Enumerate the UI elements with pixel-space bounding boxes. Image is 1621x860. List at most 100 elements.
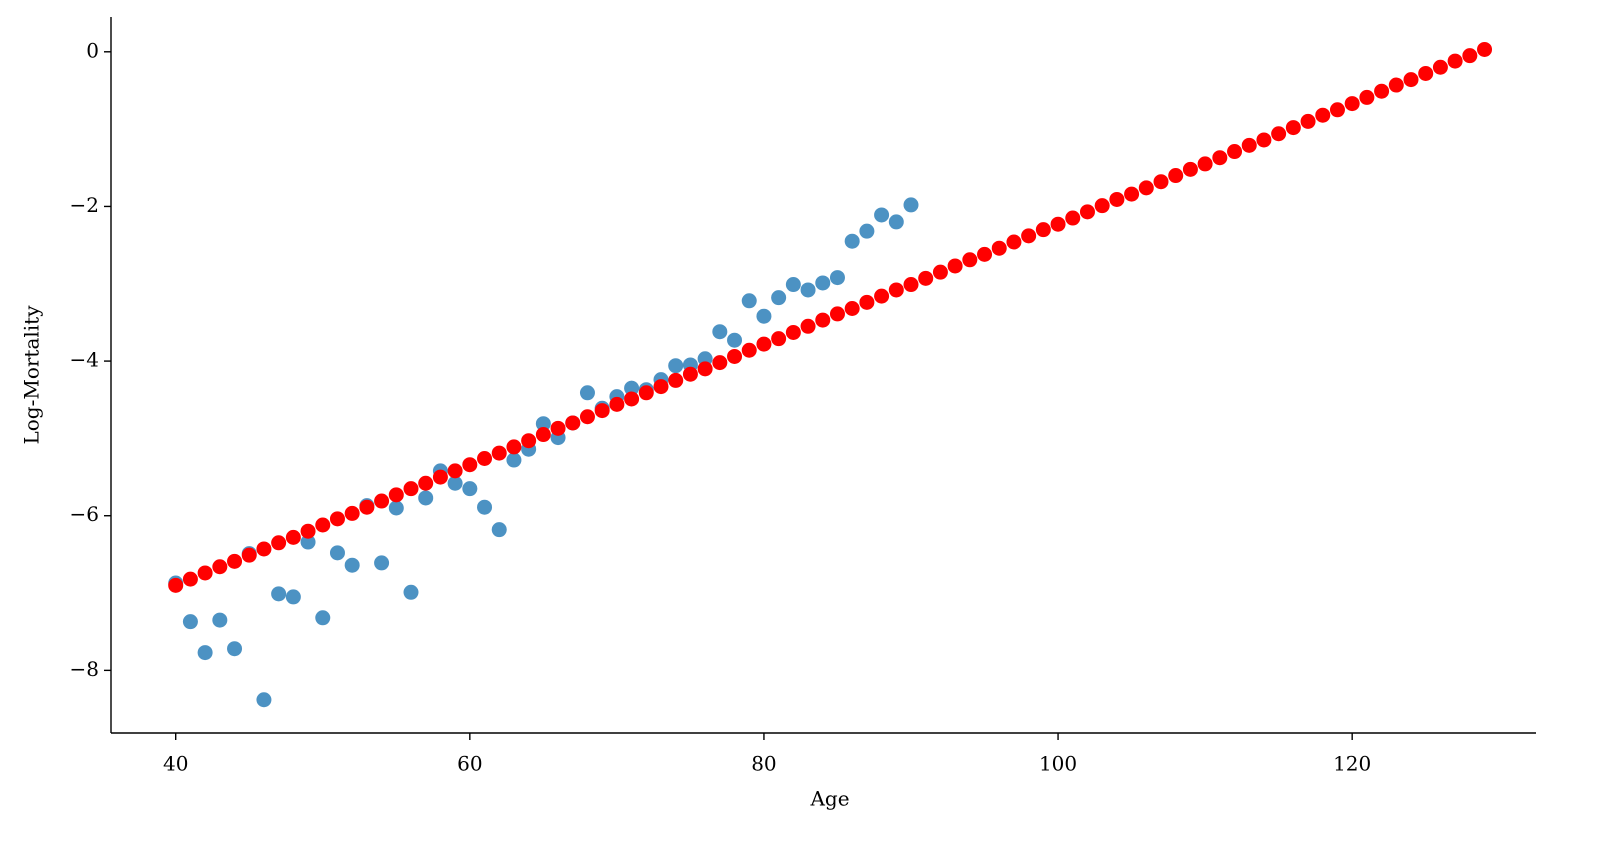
- scatter-point: [344, 505, 360, 521]
- scatter-point: [388, 487, 404, 503]
- y-tick-label: −2: [70, 193, 99, 217]
- scatter-point: [668, 372, 684, 388]
- scatter-point: [447, 475, 463, 491]
- x-axis-label: Age: [809, 787, 849, 811]
- scatter-point: [918, 270, 934, 286]
- scatter-point: [432, 469, 448, 485]
- scatter-point: [1388, 77, 1404, 93]
- scatter-point: [1079, 204, 1095, 220]
- scatter-point: [418, 475, 434, 491]
- scatter-point: [1065, 210, 1081, 226]
- scatter-point: [653, 379, 669, 395]
- scatter-point: [403, 481, 419, 497]
- scatter-point: [1447, 53, 1463, 69]
- scatter-point: [579, 385, 595, 401]
- scatter-point: [1359, 89, 1375, 105]
- scatter-point: [1403, 72, 1419, 88]
- scatter-point: [491, 445, 507, 461]
- scatter-point: [815, 312, 831, 328]
- y-tick-label: −8: [70, 657, 99, 681]
- scatter-point: [712, 324, 728, 340]
- y-tick-label: −4: [70, 348, 99, 372]
- scatter-point: [359, 499, 375, 515]
- scatter-point: [374, 493, 390, 509]
- scatter-point: [903, 277, 919, 293]
- scatter-point: [638, 385, 654, 401]
- scatter-point: [682, 366, 698, 382]
- scatter-point: [374, 555, 390, 571]
- scatter-point: [609, 396, 625, 412]
- scatter-point: [844, 301, 860, 317]
- scatter-point: [1168, 168, 1184, 184]
- scatter-point: [477, 451, 493, 467]
- y-tick-label: −6: [70, 502, 99, 526]
- scatter-point: [241, 547, 257, 563]
- scatter-point: [227, 641, 243, 657]
- scatter-point: [329, 511, 345, 527]
- scatter-point: [668, 358, 684, 374]
- scatter-point: [1094, 198, 1110, 214]
- scatter-point: [874, 288, 890, 304]
- x-tick-label: 120: [1333, 752, 1371, 776]
- scatter-point: [859, 223, 875, 239]
- scatter-point: [1241, 137, 1257, 153]
- scatter-point: [197, 565, 213, 581]
- scatter-point: [462, 481, 478, 497]
- scatter-point: [741, 293, 757, 309]
- scatter-point: [1138, 180, 1154, 196]
- scatter-point: [285, 589, 301, 605]
- scatter-point: [535, 416, 551, 432]
- scatter-point: [550, 420, 566, 436]
- x-tick-label: 60: [457, 752, 482, 776]
- scatter-point: [168, 577, 184, 593]
- scatter-point: [1344, 96, 1360, 112]
- scatter-point: [829, 270, 845, 286]
- scatter-point: [1374, 83, 1390, 99]
- scatter-point: [1035, 222, 1051, 238]
- scatter-point: [947, 258, 963, 274]
- x-tick-label: 80: [751, 752, 776, 776]
- scatter-point: [1050, 216, 1066, 232]
- scatter-point: [256, 692, 272, 708]
- scatter-point: [579, 409, 595, 425]
- scatter-point: [977, 246, 993, 262]
- scatter-point: [829, 306, 845, 322]
- scatter-point: [344, 557, 360, 573]
- scatter-point: [506, 452, 522, 468]
- scatter-point: [756, 336, 772, 352]
- scatter-point: [815, 275, 831, 291]
- scatter-point: [1109, 191, 1125, 207]
- scatter-point: [447, 463, 463, 479]
- scatter-point: [771, 290, 787, 306]
- scatter-point: [491, 522, 507, 538]
- scatter-point: [182, 571, 198, 587]
- scatter-point: [1462, 48, 1478, 64]
- scatter-point: [888, 282, 904, 298]
- scatter-point: [712, 355, 728, 371]
- scatter-point: [300, 523, 316, 539]
- scatter-point: [991, 240, 1007, 256]
- scatter-point: [565, 415, 581, 431]
- scatter-point: [727, 332, 743, 348]
- scatter-point: [521, 433, 537, 449]
- scatter-point: [256, 541, 272, 557]
- scatter-point: [844, 233, 860, 249]
- scatter-point: [756, 308, 772, 324]
- scatter-point: [1432, 59, 1448, 75]
- scatter-point: [197, 645, 213, 661]
- scatter-point: [888, 214, 904, 230]
- scatter-point: [418, 490, 434, 506]
- scatter-point: [285, 529, 301, 545]
- scatter-point: [315, 517, 331, 533]
- scatter-point: [477, 499, 493, 515]
- scatter-point: [1197, 156, 1213, 172]
- x-tick-label: 40: [163, 752, 188, 776]
- scatter-point: [1418, 65, 1434, 81]
- scatter-point: [962, 252, 978, 268]
- scatter-point: [624, 380, 640, 396]
- scatter-point: [535, 427, 551, 443]
- scatter-point: [785, 277, 801, 293]
- y-axis-label: Log-Mortality: [20, 305, 44, 445]
- scatter-point: [1271, 126, 1287, 142]
